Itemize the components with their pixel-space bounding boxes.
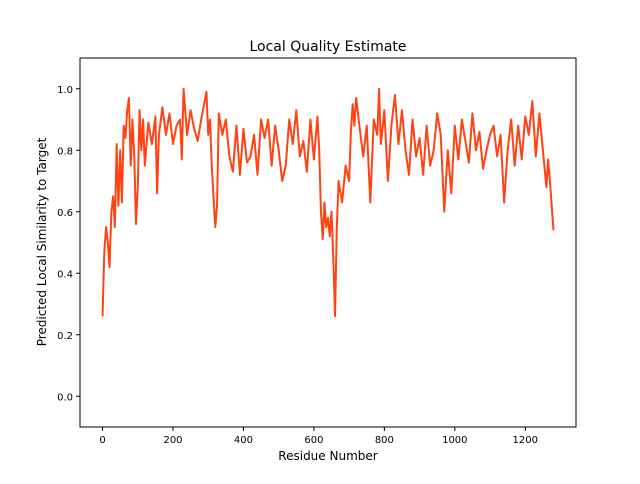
chart-title: Local Quality Estimate [249, 39, 406, 55]
x-tick-label: 600 [304, 435, 323, 446]
x-tick-label: 400 [234, 435, 253, 446]
data-line [101, 87, 555, 318]
x-tick-label: 0 [99, 435, 105, 446]
y-axis-label: Predicted Local Similarity to Target [35, 137, 49, 346]
y-tick-label: 0.8 [57, 146, 73, 157]
x-tick-label: 1200 [513, 435, 538, 446]
y-tick-label: 0.6 [57, 208, 73, 219]
plot-frame [79, 57, 577, 428]
x-tick-label: 800 [375, 435, 394, 446]
y-tick-label: 0.2 [57, 331, 73, 342]
x-tick-label: 200 [163, 435, 182, 446]
y-tick-label: 1.0 [57, 85, 73, 96]
y-tick-label: 0.0 [57, 392, 73, 403]
x-tick-label: 1000 [442, 435, 467, 446]
x-axis-label: Residue Number [278, 449, 377, 463]
y-tick-label: 0.4 [57, 269, 73, 280]
